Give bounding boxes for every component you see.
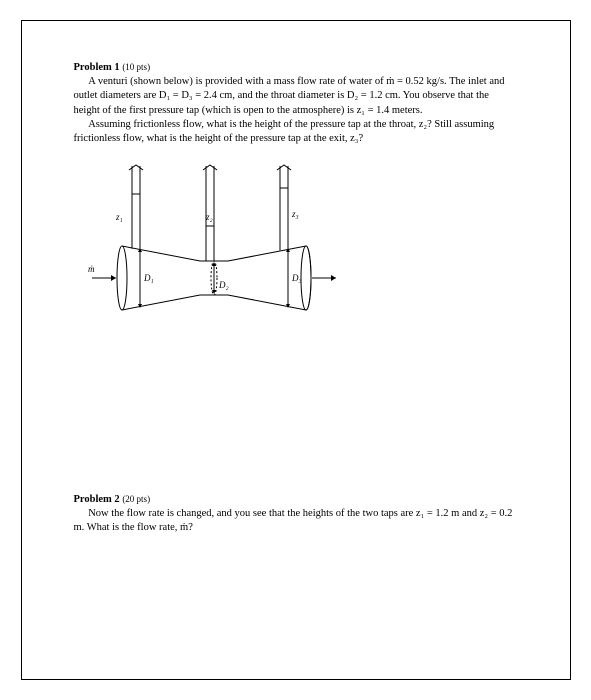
svg-text:D₂: D₂ — [218, 280, 229, 290]
problem-2-para-1: Now the flow rate is changed, and you se… — [74, 507, 518, 535]
spacer — [74, 328, 518, 493]
svg-text:z₂: z₂ — [205, 212, 213, 222]
venturi-diagram: D₁ D₂ D₃ z₁ z₂ z₃ ṁ — [74, 158, 364, 328]
problem-1-para-1: A venturi (shown below) is provided with… — [74, 75, 518, 118]
svg-text:z₃: z₃ — [291, 209, 299, 219]
svg-text:D₁: D₁ — [143, 273, 154, 283]
problem-1-pts: (10 pts) — [122, 62, 150, 72]
problem-2-heading: Problem 2 (20 pts) — [74, 493, 518, 507]
problem-2-title: Problem 2 — [74, 494, 120, 505]
problem-1-title: Problem 1 — [74, 62, 120, 73]
svg-text:ṁ: ṁ — [88, 264, 95, 274]
problem-2-pts: (20 pts) — [122, 494, 150, 504]
problem-1-para-2: Assuming frictionless flow, what is the … — [74, 118, 518, 146]
problem-1: Problem 1 (10 pts) A venturi (shown belo… — [74, 61, 518, 146]
svg-text:D₃: D₃ — [291, 273, 302, 283]
problem-1-heading: Problem 1 (10 pts) — [74, 61, 518, 75]
svg-text:z₁: z₁ — [115, 212, 123, 222]
venturi-figure: D₁ D₂ D₃ z₁ z₂ z₃ ṁ — [74, 158, 518, 328]
page: Problem 1 (10 pts) A venturi (shown belo… — [21, 20, 571, 680]
problem-2: Problem 2 (20 pts) Now the flow rate is … — [74, 493, 518, 536]
